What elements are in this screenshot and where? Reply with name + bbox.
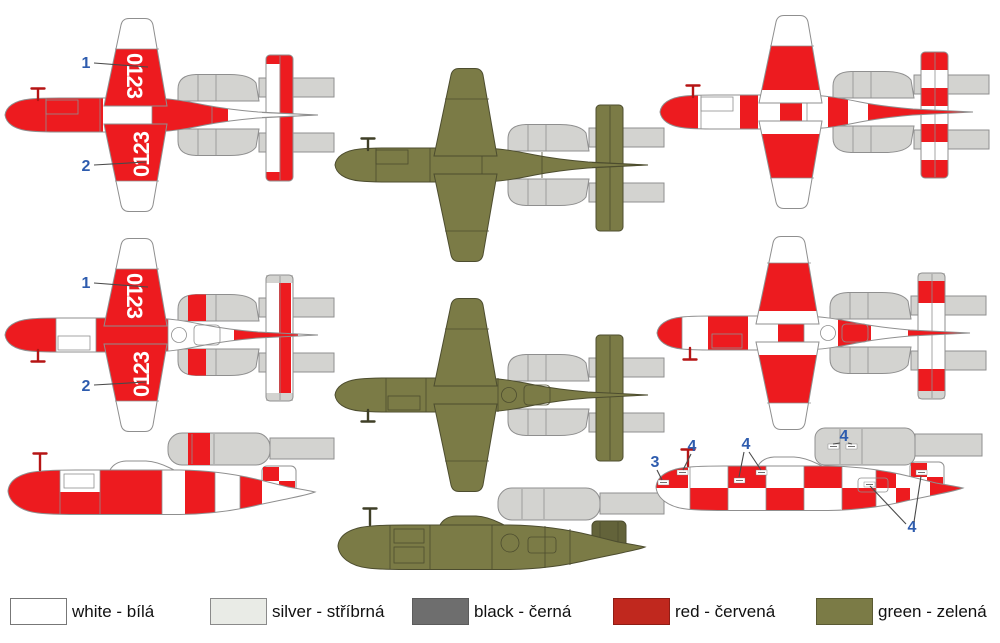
tactical-number: 0123 (129, 131, 154, 177)
svg-text:1: 1 (82, 275, 91, 292)
stencil-marking (676, 469, 689, 476)
canopy-fairing (109, 460, 175, 471)
white-swatch (10, 598, 67, 625)
tailplane (595, 334, 624, 462)
wing-lower: 0123 (103, 123, 168, 212)
engine-pod (497, 487, 665, 521)
wing-lower (755, 341, 820, 430)
callout-4d: 4 (869, 475, 922, 536)
view-bottom-striped (656, 236, 987, 430)
svg-text:4: 4 (688, 438, 697, 455)
color-legend: white - bílá silver - stříbrná black - č… (0, 598, 1000, 643)
pitot-tube (360, 137, 376, 152)
svg-text:4: 4 (908, 519, 917, 536)
legend-item-white: white - bílá (10, 598, 154, 625)
stencil-marking (733, 477, 746, 484)
wing-upper (755, 236, 820, 325)
callout-4a: 4 (682, 438, 697, 471)
red-swatch (613, 598, 670, 625)
legend-item-green: green - zelená (816, 598, 987, 625)
black-swatch (412, 598, 469, 625)
pitot-tube (682, 346, 698, 361)
canopy-fairing (757, 456, 823, 467)
callout-1: 1 (82, 55, 149, 72)
callout-2: 2 (82, 158, 147, 175)
legend-label: green - zelená (878, 601, 987, 621)
wing-upper (433, 68, 498, 157)
callout-1: 1 (82, 275, 149, 292)
view-bottom-green (334, 298, 665, 492)
fuselage (337, 515, 647, 570)
pitot-tube (30, 348, 46, 363)
tactical-number: 0123 (122, 273, 147, 319)
legend-label: black - černá (474, 601, 572, 621)
view-top-red-white: 0123 0123 1 2 (4, 18, 335, 212)
wing-lower (433, 403, 498, 492)
canopy-fairing (439, 515, 505, 526)
legend-label: silver - stříbrná (272, 601, 385, 621)
pitot-tube (30, 87, 46, 102)
tailplane (917, 272, 946, 400)
engine-pod (167, 432, 335, 466)
tactical-number: 0123 (129, 351, 154, 397)
pitot-tube (360, 408, 376, 423)
svg-text:4: 4 (840, 428, 849, 445)
tactical-number: 0123 (122, 53, 147, 99)
svg-text:2: 2 (82, 378, 91, 395)
pitot-tube (685, 84, 701, 99)
fuselage (334, 147, 649, 183)
svg-text:4: 4 (742, 436, 751, 453)
pitot-tube (362, 507, 378, 527)
legend-item-red: red - červená (613, 598, 775, 625)
svg-text:1: 1 (82, 55, 91, 72)
stencil-marking (827, 443, 840, 450)
fuselage (334, 377, 649, 413)
pitot-tube (680, 448, 696, 468)
legend-label: white - bílá (72, 601, 155, 621)
svg-text:3: 3 (651, 454, 660, 471)
view-top-striped (659, 15, 990, 209)
wing-lower: 0123 (103, 343, 168, 432)
wing-upper (758, 15, 823, 104)
legend-label: red - červená (675, 601, 776, 621)
pitot-tube (32, 452, 48, 472)
view-top-green (334, 68, 665, 262)
view-side-red-white (7, 432, 335, 515)
view-bottom-red-white: 0123 0123 1 2 (4, 238, 335, 432)
wing-lower (433, 173, 498, 262)
wing-lower (758, 120, 823, 209)
silver-swatch (210, 598, 267, 625)
stencil-marking (657, 479, 670, 486)
legend-item-black: black - černá (412, 598, 571, 625)
tailplane (920, 51, 949, 179)
tailplane (595, 104, 624, 232)
callout-4b: 4 (738, 436, 762, 478)
fuselage (655, 456, 965, 511)
stencil-marking (863, 481, 876, 488)
wing-upper: 0123 (103, 18, 168, 107)
green-swatch (816, 598, 873, 625)
callout-3: 3 (651, 454, 663, 481)
legend-item-silver: silver - stříbrná (210, 598, 384, 625)
wing-upper: 0123 (103, 238, 168, 327)
wing-upper (433, 298, 498, 387)
engine-pod (814, 427, 983, 466)
tailplane (265, 274, 294, 402)
view-side-green (337, 487, 665, 570)
callout-2: 2 (82, 378, 147, 395)
callout-4c: 4 (832, 428, 853, 445)
stencil-marking (755, 469, 768, 476)
fuselage (7, 460, 317, 515)
tailplane (265, 54, 294, 182)
view-side-striped: 3 4 4 4 4 (651, 427, 983, 536)
svg-text:2: 2 (82, 158, 91, 175)
stencil-marking (915, 469, 928, 476)
